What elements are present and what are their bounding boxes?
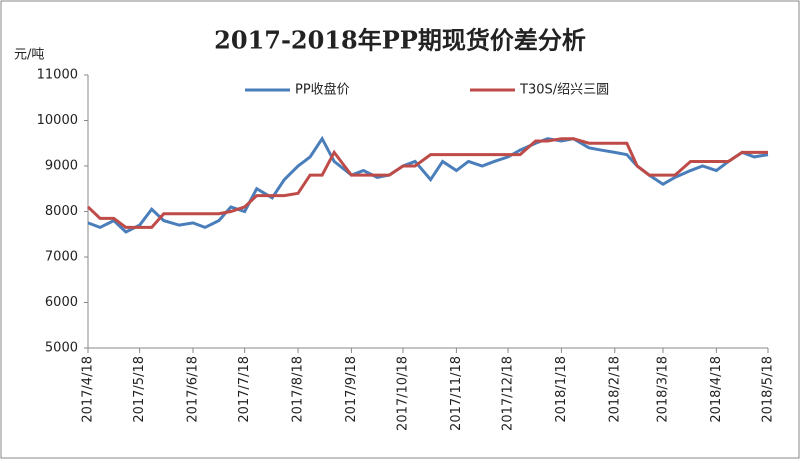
- legend-label: PP收盘价: [295, 82, 350, 98]
- y-tick-label: 10000: [37, 113, 78, 128]
- x-tick-label: 2017/10/18: [396, 356, 411, 431]
- y-axis-label: 元/吨: [14, 48, 44, 63]
- x-tick-label: 2017/9/18: [344, 356, 359, 423]
- x-tick-label: 2018/3/18: [655, 356, 670, 423]
- x-tick-label: 2017/6/18: [186, 356, 201, 423]
- chart-title: 2017-2018年PP期现货价差分析: [214, 26, 586, 55]
- y-tick-label: 6000: [45, 295, 78, 310]
- y-tick-label: 11000: [37, 68, 78, 83]
- y-tick-label: 7000: [45, 250, 78, 265]
- y-tick-label: 5000: [45, 341, 78, 356]
- x-tick-label: 2018/5/18: [761, 356, 776, 423]
- y-tick-label: 8000: [45, 204, 78, 219]
- x-tick-label: 2017/8/18: [291, 356, 306, 423]
- x-tick-label: 2017/5/18: [132, 356, 147, 423]
- x-tick-label: 2018/2/18: [607, 356, 622, 423]
- x-tick-label: 2017/7/18: [237, 356, 252, 423]
- x-tick-label: 2017/4/18: [81, 356, 96, 423]
- x-tick-label: 2018/1/18: [554, 356, 569, 423]
- legend-label: T30S/绍兴三圆: [519, 83, 609, 98]
- x-tick-label: 2017/11/18: [449, 356, 464, 431]
- y-tick-label: 9000: [45, 159, 78, 174]
- line-series: [87, 135, 769, 234]
- x-tick-label: 2018/4/18: [709, 356, 724, 423]
- x-tick-label: 2017/12/18: [501, 356, 516, 431]
- line-series: [86, 137, 768, 229]
